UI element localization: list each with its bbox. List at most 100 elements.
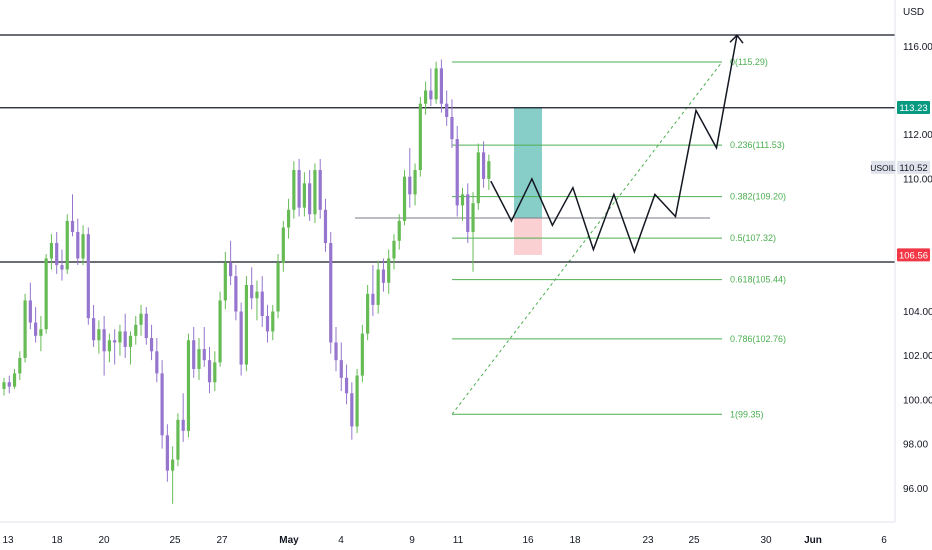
x-tick-label: 18 bbox=[51, 535, 63, 546]
y-tick-label: 112.00 bbox=[903, 130, 932, 141]
y-tick-label: 102.00 bbox=[903, 351, 932, 362]
candle-body bbox=[134, 324, 138, 336]
candle-body bbox=[281, 227, 285, 263]
fib-trend-line[interactable] bbox=[451, 61, 723, 415]
horizontal-levels[interactable]: 116.51113.22106.24108.23 bbox=[0, 28, 930, 269]
candle-body bbox=[139, 313, 143, 325]
fib-label: 0.236(111.53) bbox=[730, 140, 785, 150]
candle bbox=[408, 147, 412, 208]
x-tick-label: 9 bbox=[409, 535, 415, 546]
candle bbox=[239, 302, 243, 376]
candle bbox=[65, 214, 69, 274]
candle bbox=[466, 183, 470, 243]
candle-body bbox=[218, 300, 222, 363]
y-tick-label: 110.00 bbox=[903, 174, 932, 185]
price-tag-value: 113.23 bbox=[899, 103, 927, 114]
candle bbox=[149, 324, 154, 361]
candle bbox=[44, 254, 48, 334]
candle bbox=[413, 163, 417, 206]
candle-body bbox=[97, 329, 101, 341]
candle bbox=[344, 364, 349, 405]
candle-body bbox=[460, 194, 465, 206]
candle bbox=[76, 218, 80, 266]
price-tag-bg bbox=[897, 100, 930, 114]
candle bbox=[455, 125, 459, 217]
candle-body bbox=[7, 382, 11, 387]
fib-label: 0.382(109.20) bbox=[730, 192, 786, 202]
candle-body bbox=[413, 170, 417, 195]
candle-body bbox=[70, 220, 75, 232]
candle bbox=[450, 99, 454, 148]
candle-body bbox=[155, 351, 159, 374]
candle-body bbox=[439, 68, 444, 104]
candle-body bbox=[18, 357, 22, 374]
candle-body bbox=[313, 170, 317, 215]
candle bbox=[229, 240, 233, 285]
candle-body bbox=[276, 262, 280, 312]
candle-body bbox=[455, 139, 459, 206]
candle bbox=[139, 304, 143, 336]
candle bbox=[418, 97, 422, 177]
candle-body bbox=[329, 242, 333, 343]
symbol-tag-label: USOIL bbox=[870, 163, 896, 173]
candle-body bbox=[424, 90, 428, 104]
fib-label: 0(115.29) bbox=[730, 57, 768, 67]
fibonacci-retracement[interactable]: 0(115.29) 0.236(111.53) 0.382(109.20) 0.5(1… bbox=[451, 57, 786, 419]
projection-line[interactable] bbox=[490, 35, 738, 255]
x-tick-label: 27 bbox=[216, 535, 228, 546]
candle-body bbox=[160, 373, 164, 436]
candle bbox=[107, 333, 111, 363]
candle bbox=[202, 326, 206, 367]
candle-body bbox=[128, 335, 133, 347]
candle-body bbox=[86, 234, 90, 319]
candle bbox=[197, 338, 201, 381]
candle bbox=[360, 324, 364, 383]
candle-body bbox=[392, 240, 396, 259]
candle bbox=[402, 170, 407, 226]
candle-body bbox=[339, 360, 343, 378]
candle bbox=[271, 304, 275, 341]
candle-body bbox=[144, 313, 148, 339]
candle-body bbox=[292, 170, 296, 210]
candle-body bbox=[12, 373, 17, 387]
price-tag-bg bbox=[897, 248, 930, 262]
candle bbox=[487, 154, 491, 190]
candle-body bbox=[450, 117, 454, 140]
candle-body bbox=[334, 342, 338, 361]
candle bbox=[292, 161, 296, 219]
candle-body bbox=[429, 90, 433, 100]
candle-body bbox=[34, 322, 38, 336]
candle-body bbox=[171, 459, 175, 471]
candle-body bbox=[434, 68, 438, 100]
candle bbox=[260, 276, 264, 327]
candle bbox=[302, 172, 306, 217]
candle bbox=[250, 267, 254, 310]
projected-path[interactable] bbox=[490, 34, 744, 255]
candle-body bbox=[107, 340, 111, 352]
candle-body bbox=[366, 293, 370, 334]
x-tick-label: 11 bbox=[453, 535, 464, 546]
candle bbox=[387, 249, 391, 294]
candle bbox=[60, 249, 64, 281]
candle-body bbox=[55, 242, 59, 266]
candle-body bbox=[49, 242, 54, 259]
candle-body bbox=[260, 291, 264, 316]
candle bbox=[123, 313, 127, 358]
y-tick-label: 116.00 bbox=[903, 42, 932, 53]
candle-body bbox=[2, 382, 6, 389]
candle bbox=[234, 265, 238, 321]
candle bbox=[134, 315, 138, 345]
price-tag: 106.56 bbox=[897, 248, 930, 262]
candle bbox=[297, 158, 301, 217]
candle bbox=[381, 258, 386, 292]
candle-body bbox=[408, 176, 412, 195]
candle bbox=[244, 276, 249, 372]
x-tick-label: 30 bbox=[760, 535, 772, 546]
candle-body bbox=[360, 333, 364, 376]
candle bbox=[476, 143, 480, 210]
candle-body bbox=[271, 311, 275, 332]
x-tick-label: 25 bbox=[688, 535, 700, 546]
candle-body bbox=[39, 329, 43, 336]
